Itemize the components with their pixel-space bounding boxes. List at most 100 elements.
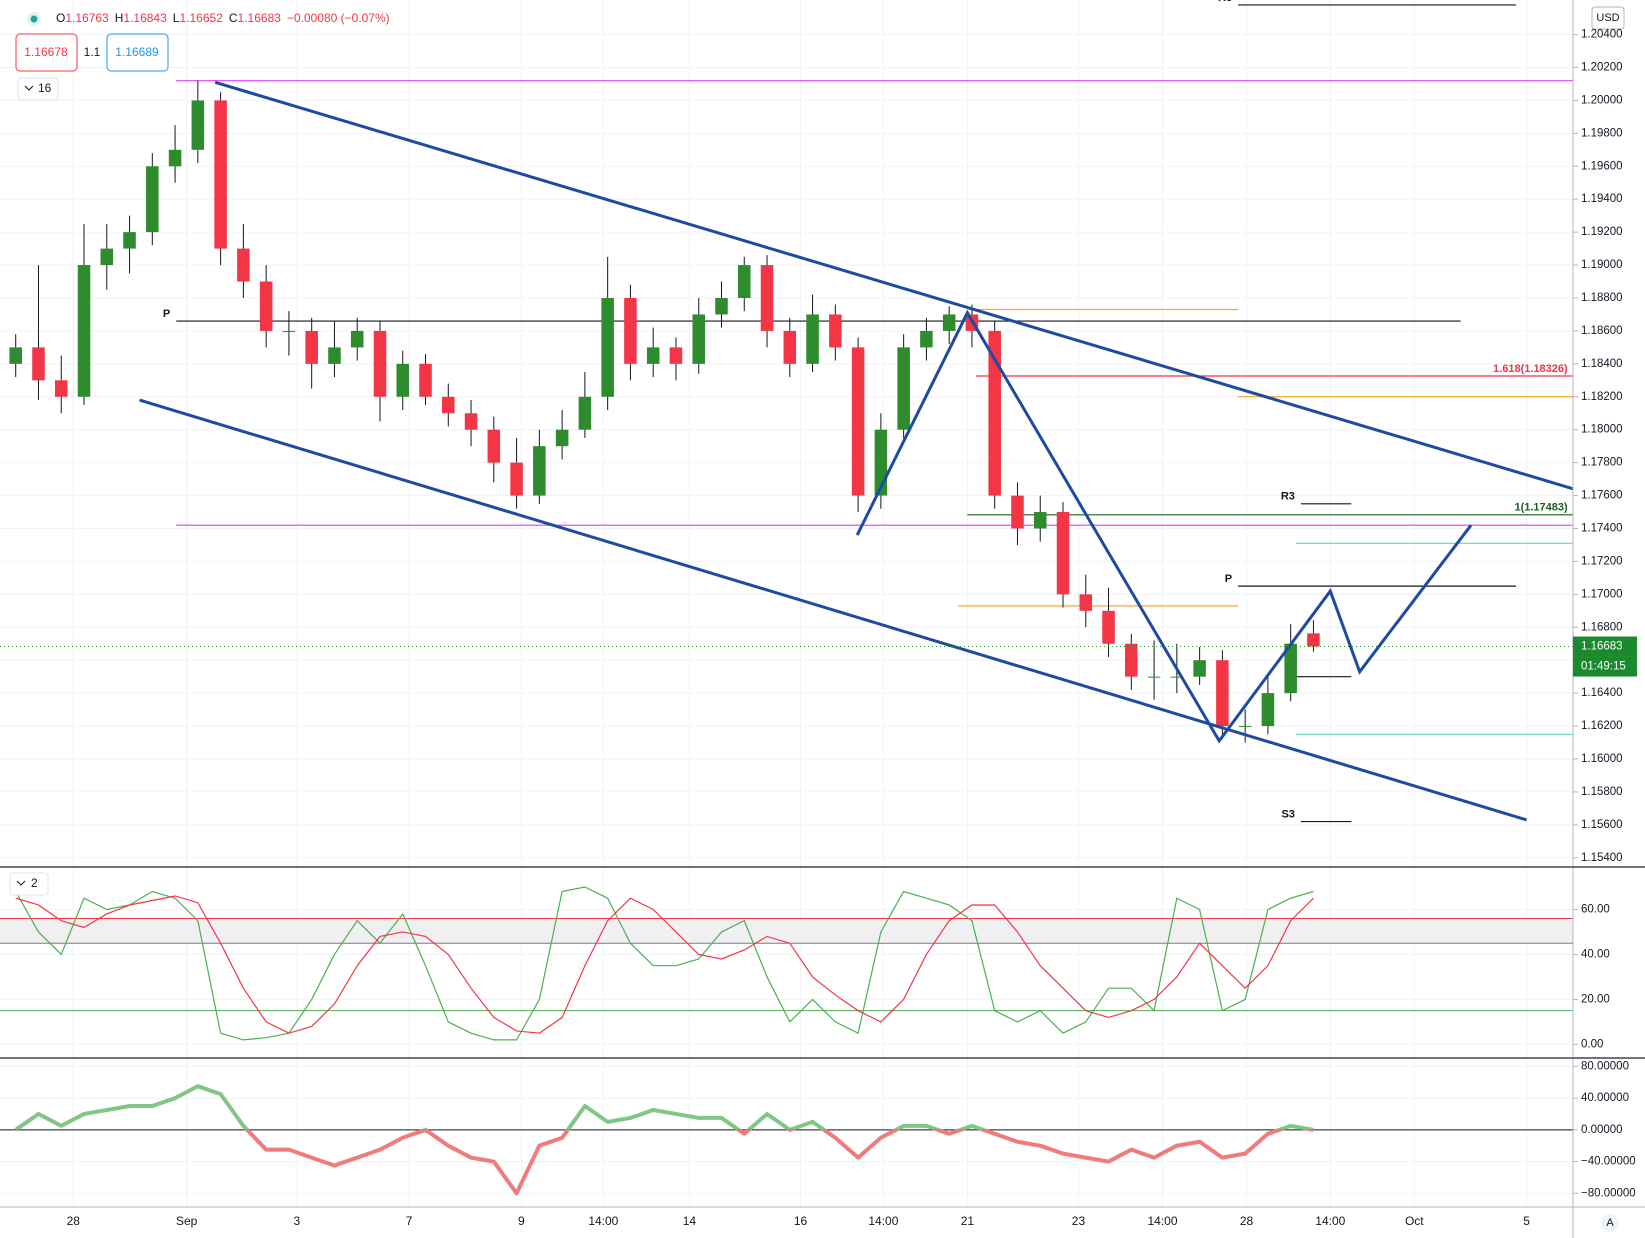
level-label: S3: [1281, 808, 1294, 820]
last-price-tag: [1573, 636, 1637, 657]
candle-body: [32, 347, 45, 381]
chevron-icon[interactable]: [24, 85, 34, 91]
countdown-tag: [1573, 656, 1637, 677]
candle-body: [1125, 643, 1138, 677]
y-tick-label: 1.15800: [1581, 786, 1623, 798]
pane-toggle[interactable]: [9, 872, 49, 896]
y-tick-label: 1.18000: [1581, 424, 1623, 436]
candle-body: [669, 347, 683, 364]
chevron-icon[interactable]: [16, 880, 26, 886]
status-dot: [30, 15, 38, 23]
candle-body: [1033, 512, 1047, 529]
candle-body: [555, 429, 569, 447]
level-label: R3: [1281, 491, 1295, 503]
level-label: P: [163, 308, 170, 320]
candle-body: [9, 347, 22, 364]
candle-body: [214, 100, 227, 249]
candle-body: [54, 380, 68, 397]
y-tick-label: 1.15400: [1581, 852, 1623, 864]
pane-label[interactable]: 16: [38, 81, 52, 95]
candle-body: [419, 363, 432, 397]
candle-body: [168, 149, 182, 167]
trend-line[interactable]: [855, 309, 1473, 744]
pane-label[interactable]: 2: [31, 876, 38, 890]
candle-body: [692, 314, 705, 364]
currency[interactable]: USD: [1596, 12, 1619, 24]
level-label: 1(1.17483): [1514, 502, 1568, 514]
candle-body: [396, 363, 410, 397]
price-pane: R3 P 1.618(1.18326) R3 1(1.17483) P S3: [0, 0, 1574, 823]
x-tick-label: 28: [67, 1214, 81, 1228]
candle-body: [851, 347, 865, 496]
candle-body: [601, 297, 614, 397]
y-tick-label: 1.18800: [1581, 292, 1623, 304]
y-tick-label: −80.00000: [1581, 1187, 1636, 1199]
candle-body: [829, 314, 842, 348]
y-tick-label: 1.17000: [1581, 588, 1623, 600]
candle-body: [1147, 676, 1161, 678]
header: O1.16763 H1.16843 L1.16652 C1.16683 −0.00080…: [9, 6, 1625, 1232]
bid-box[interactable]: [15, 33, 78, 72]
candle-body: [738, 265, 751, 298]
candle-body: [1170, 676, 1184, 678]
candle-body: [305, 330, 318, 364]
trend-line[interactable]: [139, 398, 1527, 822]
candle-body: [624, 297, 637, 364]
candle-body: [282, 330, 296, 332]
candle-body: [123, 232, 136, 249]
candle-body: [100, 248, 114, 266]
y-tick-label: 0.00000: [1581, 1124, 1623, 1136]
level-label: 1.618(1.18326): [1493, 363, 1568, 375]
currency-box[interactable]: [1591, 6, 1625, 30]
ask-price[interactable]: 1.16689: [115, 45, 159, 59]
candle-body: [806, 314, 819, 364]
layers: R3 P 1.618(1.18326) R3 1(1.17483) P S3: [0, 0, 1574, 1196]
scale-mode-btn[interactable]: [1601, 1214, 1619, 1232]
x-tick-label: 5: [1523, 1214, 1530, 1228]
y-tick-label: −40.00000: [1581, 1156, 1636, 1168]
ohlc-value: 1.16683: [238, 11, 282, 25]
ohlc-value: 1.16763: [65, 11, 109, 25]
y-tick-label: 1.19800: [1581, 127, 1623, 139]
y-tick-label: 20.00: [1581, 993, 1610, 1005]
stoch-line: [15, 886, 1314, 1041]
candle-body: [1079, 594, 1093, 611]
osc-line: [14, 1084, 1314, 1130]
ask-box[interactable]: [106, 33, 169, 72]
y-tick-label: 1.20200: [1581, 62, 1623, 74]
spread: 1.1: [84, 45, 101, 59]
candle-body: [373, 330, 387, 397]
y-tick-label: 0.00: [1581, 1038, 1603, 1050]
x-tick-label: 3: [294, 1214, 301, 1228]
scale-mode[interactable]: A: [1606, 1217, 1614, 1229]
y-tick-label: 1.20000: [1581, 94, 1623, 106]
y-tick-label: 1.19400: [1581, 193, 1623, 205]
y-tick-label: 1.15600: [1581, 819, 1623, 831]
candle-body: [191, 100, 205, 150]
x-tick-label: 14: [683, 1214, 697, 1228]
bid-price[interactable]: 1.16678: [24, 45, 68, 59]
candle-body: [328, 347, 341, 364]
y-tick-label: 80.00000: [1581, 1060, 1629, 1072]
ohlc-key: C: [229, 11, 238, 25]
y-tick-label: 1.19000: [1581, 259, 1623, 271]
candle-body: [1216, 660, 1229, 727]
ohlc-legend: O1.16763 H1.16843 L1.16652 C1.16683 −0.00080…: [56, 11, 390, 25]
y-tick-label: 1.18200: [1581, 391, 1623, 403]
pane-toggle[interactable]: [17, 77, 59, 101]
last-price-label: 1.16683: [1581, 641, 1623, 653]
x-tick-label: 16: [794, 1214, 808, 1228]
level-label: R3: [1218, 0, 1232, 4]
y-tick-label: 1.17400: [1581, 523, 1623, 535]
candle-body: [442, 396, 455, 414]
trend-line[interactable]: [214, 80, 1574, 491]
ohlc-key: H: [115, 11, 124, 25]
y-tick-label: 1.19600: [1581, 160, 1623, 172]
y-tick-label: 1.17200: [1581, 555, 1623, 567]
candle-body: [464, 413, 478, 430]
candle-body: [146, 166, 159, 233]
grid: [0, 0, 1573, 1206]
x-tick-label: 7: [406, 1214, 413, 1228]
candle-body: [77, 265, 91, 397]
y-tick-label: 1.16000: [1581, 753, 1623, 765]
